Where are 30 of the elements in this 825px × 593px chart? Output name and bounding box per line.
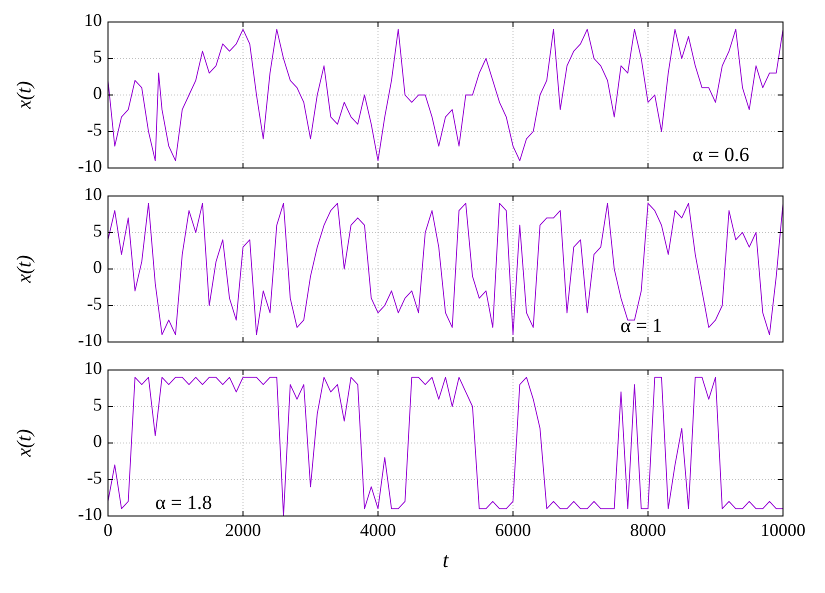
y-axis-title: x(t) [14, 254, 36, 284]
x-tick-label: 10000 [760, 520, 806, 540]
x-tick-label: 6000 [495, 520, 531, 540]
y-tick-label: -10 [78, 156, 102, 176]
y-axis-title: x(t) [14, 428, 36, 458]
x-tick-label: 8000 [630, 520, 666, 540]
y-tick-label: 5 [93, 394, 102, 415]
y-tick-label: 5 [93, 220, 102, 241]
line-series [108, 202, 783, 336]
y-tick-label: -5 [87, 294, 102, 314]
y-tick-label: 10 [84, 358, 102, 378]
y-tick-label: 5 [93, 46, 102, 67]
y-axis-title: x(t) [14, 80, 36, 110]
line-series [108, 376, 783, 516]
x-tick-label: 4000 [360, 520, 396, 540]
y-tick-label: 0 [93, 257, 102, 278]
annotation: α = 0.6 [692, 144, 750, 166]
y-tick-label: -10 [78, 330, 102, 350]
line-series [108, 28, 783, 162]
y-tick-label: 0 [93, 431, 102, 452]
y-tick-label: 10 [84, 184, 102, 204]
x-tick-label: 2000 [225, 520, 261, 540]
y-tick-label: -5 [87, 120, 102, 140]
x-axis-title: t [442, 548, 450, 572]
y-tick-label: -5 [87, 468, 102, 488]
annotation: α = 1 [620, 314, 662, 337]
y-tick-label: 0 [93, 83, 102, 104]
annotation: α = 1.8 [155, 492, 212, 514]
y-tick-label: 10 [84, 10, 102, 30]
y-tick-label: -10 [78, 504, 102, 524]
